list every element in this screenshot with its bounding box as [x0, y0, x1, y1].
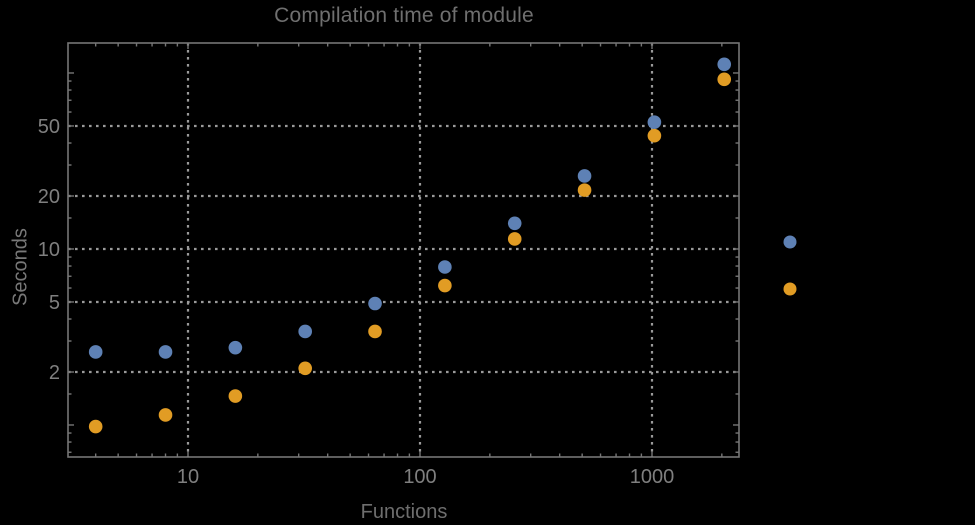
point-blue-series-x32 [298, 324, 312, 339]
point-orange-series-x8 [158, 408, 173, 422]
y-tick-label-50: 50 [38, 116, 60, 138]
point-blue-series-x8 [158, 345, 173, 359]
point-orange-series-x128 [438, 278, 452, 293]
point-orange-series-x256 [507, 232, 522, 246]
point-blue-series-x4 [88, 345, 103, 359]
point-blue-series-x2048 [717, 57, 732, 72]
y-tick-label-20: 20 [38, 186, 60, 208]
point-orange-series-x32 [298, 361, 312, 376]
x-tick-label-10: 10 [177, 466, 199, 488]
point-blue-series-x1024 [647, 115, 662, 130]
point-orange-series-x64 [368, 324, 382, 339]
point-orange-series-x4 [88, 419, 103, 434]
legend-marker-orange-series [783, 282, 797, 296]
legend-marker-blue-series [783, 235, 797, 249]
point-blue-series-x64 [368, 296, 382, 311]
point-blue-series-x128 [438, 260, 452, 274]
point-orange-series-x16 [228, 389, 243, 403]
y-tick-label-10: 10 [38, 239, 60, 261]
y-axis-title: Seconds [9, 228, 32, 306]
y-tick-label-2: 2 [49, 362, 60, 384]
x-axis-title: Functions [360, 501, 448, 523]
y-tick-label-5: 5 [49, 292, 60, 314]
x-tick-label-1000: 1000 [630, 466, 675, 488]
point-blue-series-x16 [228, 340, 243, 355]
point-orange-series-x1024 [647, 128, 662, 143]
plot-frame [67, 42, 740, 458]
point-blue-series-x512 [577, 169, 592, 183]
point-blue-series-x256 [507, 216, 522, 231]
x-tick-label-100: 100 [403, 466, 436, 488]
point-orange-series-x512 [577, 183, 592, 197]
chart-title: Compilation time of module [274, 4, 534, 27]
point-orange-series-x2048 [717, 72, 732, 87]
